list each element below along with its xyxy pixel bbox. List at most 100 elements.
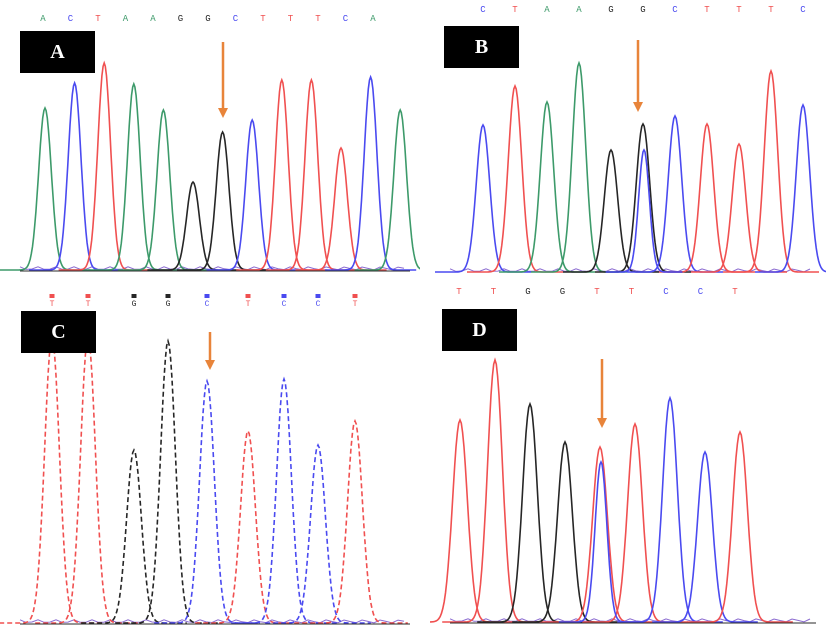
base-call-0: A — [40, 14, 46, 24]
base-call-10: T — [315, 14, 321, 24]
peak-a-2 — [499, 100, 595, 273]
peak-t-4 — [547, 445, 653, 623]
base-call-1: C — [68, 14, 74, 24]
base-call-9: T — [288, 14, 294, 24]
peak-c-4 — [154, 378, 260, 624]
base-call-4: C — [205, 300, 210, 309]
base-call-6: G — [205, 14, 210, 24]
peak-g-5 — [595, 122, 691, 273]
peak-c-6 — [627, 114, 723, 273]
panel-label-a: A — [20, 31, 95, 73]
peak-g-2 — [477, 401, 583, 623]
peak-t-8 — [687, 429, 793, 623]
peak-a-0 — [0, 105, 91, 271]
peak-g-2 — [81, 448, 187, 624]
base-call-2: A — [544, 5, 550, 15]
peak-g-4 — [563, 148, 659, 273]
base-call-8: T — [260, 14, 266, 24]
base-call-8: T — [732, 288, 738, 297]
peak-t-1 — [467, 83, 563, 273]
base-call-4: T — [594, 288, 600, 297]
base-call-2: G — [132, 300, 137, 309]
base-call-7: C — [233, 14, 239, 24]
base-call-1: T — [491, 288, 497, 297]
base-call-3: G — [166, 300, 171, 309]
peak-t-8 — [691, 142, 787, 273]
base-quality-mark-0 — [49, 294, 55, 298]
base-call-6: C — [282, 300, 287, 309]
base-call-7: T — [704, 5, 710, 15]
mutation-arrow-head — [205, 360, 215, 370]
peak-t-0 — [430, 417, 513, 623]
base-call-4: A — [150, 14, 156, 24]
peak-c-10 — [755, 103, 826, 273]
base-call-7: C — [316, 300, 321, 309]
peak-g-5 — [147, 180, 239, 271]
base-quality-mark-3 — [165, 294, 171, 298]
panel-label-d: D — [442, 309, 517, 351]
peak-a-3 — [88, 81, 180, 271]
base-call-5: G — [178, 14, 183, 24]
base-quality-mark-2 — [131, 294, 137, 298]
base-call-5: T — [629, 288, 635, 297]
base-call-5: T — [246, 300, 251, 309]
base-call-3: G — [560, 288, 565, 297]
base-call-6: C — [663, 288, 669, 297]
peak-c-6 — [231, 376, 337, 624]
peak-t-1 — [35, 334, 141, 624]
base-call-11: C — [343, 14, 349, 24]
base-call-6: C — [672, 5, 678, 15]
base-call-12: A — [370, 14, 376, 24]
mutation-arrow-head — [633, 102, 643, 112]
base-call-0: T — [50, 300, 55, 309]
peak-c-0 — [435, 123, 531, 273]
peak-a-3 — [531, 60, 627, 273]
peak-t-9 — [265, 77, 357, 271]
base-call-0: T — [456, 288, 462, 297]
peak-c-1 — [29, 80, 121, 271]
panel-label-c: C — [21, 311, 96, 353]
peak-t-8 — [236, 77, 328, 271]
base-call-1: T — [512, 5, 518, 15]
base-quality-mark-5 — [245, 294, 251, 298]
peak-t-1 — [442, 357, 548, 623]
secondary-peak-c — [605, 148, 683, 273]
chromatogram-panel-b: C T A A G G C T T T C B — [430, 0, 826, 285]
base-quality-mark-1 — [85, 294, 91, 298]
peak-c-7 — [265, 443, 371, 624]
base-call-10: C — [800, 5, 806, 15]
base-call-2: T — [95, 14, 101, 24]
mutation-arrow-head — [218, 108, 228, 118]
peak-g-3 — [115, 338, 221, 624]
peak-t-10 — [295, 146, 387, 271]
base-call-8: T — [736, 5, 742, 15]
peak-a-12 — [354, 108, 420, 271]
base-quality-mark-4 — [204, 294, 210, 298]
panel-label-b: B — [444, 26, 519, 68]
peak-t-8 — [302, 418, 408, 624]
peak-g-6 — [177, 130, 269, 271]
base-call-8: T — [353, 300, 358, 309]
base-call-9: T — [768, 5, 774, 15]
peak-t-9 — [723, 68, 819, 273]
secondary-peak-c — [558, 460, 644, 623]
mutation-arrow-head — [597, 418, 607, 428]
peak-c-7 — [652, 450, 758, 623]
base-quality-mark-6 — [281, 294, 287, 298]
chromatogram-panel-d: T T G G T T C C T D — [430, 288, 826, 631]
base-call-1: T — [86, 300, 91, 309]
base-quality-mark-8 — [352, 294, 358, 298]
base-call-3: A — [123, 14, 129, 24]
base-call-5: G — [640, 5, 645, 15]
base-call-4: G — [608, 5, 613, 15]
peak-t-5 — [195, 428, 301, 624]
base-call-7: C — [698, 288, 704, 297]
base-call-2: G — [525, 288, 530, 297]
peak-t-0 — [0, 334, 105, 624]
base-quality-mark-7 — [315, 294, 321, 298]
